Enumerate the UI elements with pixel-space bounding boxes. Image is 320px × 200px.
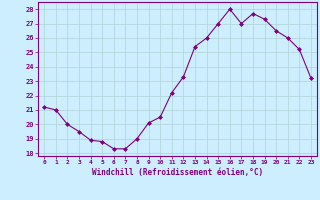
X-axis label: Windchill (Refroidissement éolien,°C): Windchill (Refroidissement éolien,°C) bbox=[92, 168, 263, 177]
